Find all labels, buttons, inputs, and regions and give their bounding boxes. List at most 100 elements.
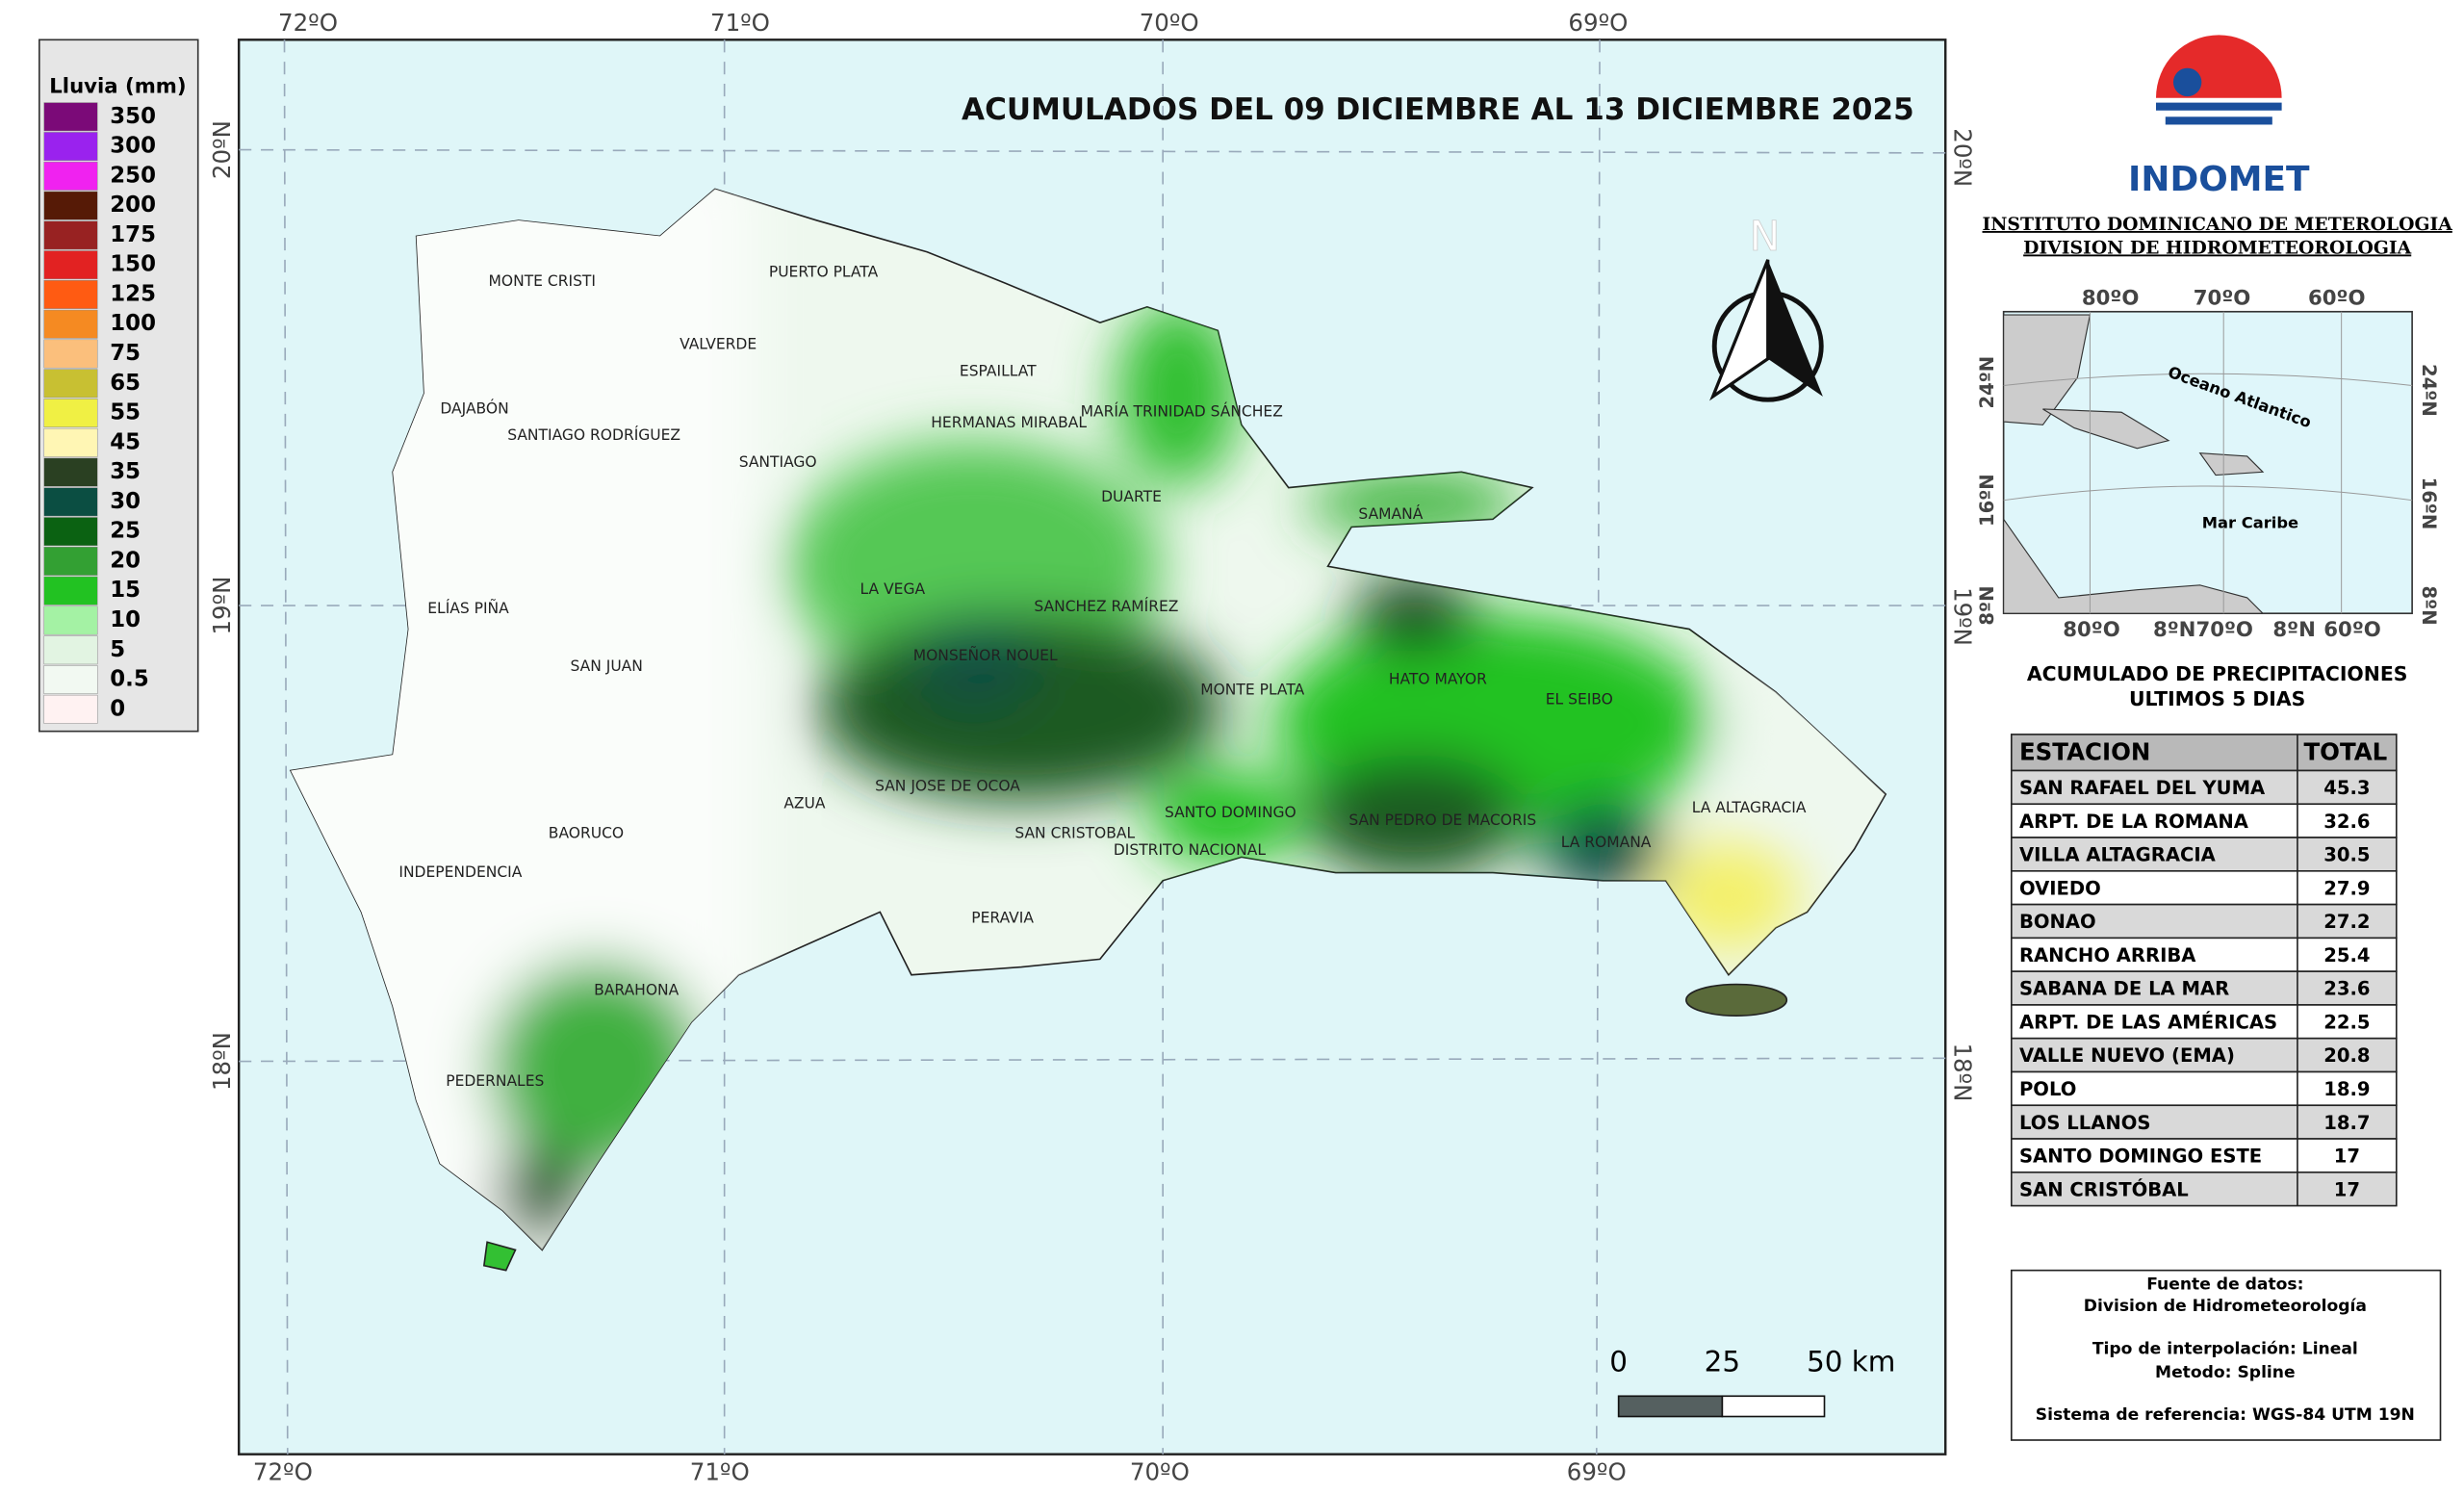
province-label: EL SEIBO: [1546, 691, 1613, 708]
scale-label: 25: [1705, 1345, 1740, 1378]
inset-coord: 16ºN: [2418, 477, 2440, 530]
legend-label: 10: [110, 607, 141, 632]
station-cell: SAN CRISTÓBAL: [2019, 1177, 2189, 1200]
legend-label: 25: [110, 519, 141, 544]
source-line: Sistema de referencia: WGS-84 UTM 19N: [2036, 1405, 2415, 1425]
total-cell: 32.6: [2323, 811, 2370, 833]
legend-label: 350: [110, 104, 156, 129]
province-label: SANCHEZ RAMÍREZ: [1034, 597, 1178, 615]
province-label: DISTRITO NACIONAL: [1114, 841, 1266, 859]
station-cell: LOS LLANOS: [2019, 1112, 2151, 1134]
province-label: MONTE CRISTI: [489, 272, 596, 290]
station-cell: VILLA ALTAGRACIA: [2019, 844, 2217, 866]
table-row: [2010, 1171, 2398, 1207]
province-label: VALVERDE: [680, 336, 757, 353]
legend-swatch: [43, 309, 98, 339]
legend-label: 250: [110, 163, 156, 188]
coord-label: 69ºO: [1568, 9, 1628, 37]
coord-label: 71ºO: [690, 1457, 750, 1485]
inset-coord: 8ºN70ºO: [2153, 618, 2253, 642]
legend-swatch: [43, 132, 98, 162]
coord-label: 18ºN: [1949, 1043, 1977, 1101]
station-cell: OVIEDO: [2019, 877, 2101, 899]
province-label: LA VEGA: [860, 580, 926, 598]
province-label: SAMANÁ: [1358, 504, 1423, 523]
coord-label: 72ºO: [253, 1457, 313, 1485]
total-cell: 17: [2334, 1178, 2360, 1200]
inset-map: Oceano Atlantico Mar Caribe 80ºO 70ºO 60…: [1976, 287, 2440, 642]
table-header: [2010, 734, 2398, 772]
north-label: N: [1750, 214, 1781, 261]
island: [290, 188, 1887, 1272]
legend-swatch: [43, 487, 98, 517]
province-label: PUERTO PLATA: [769, 263, 879, 280]
legend-title: Lluvia (mm): [49, 74, 186, 98]
station-cell: SABANA DE LA MAR: [2019, 978, 2229, 1000]
legend-label: 150: [110, 252, 156, 277]
province-label: HERMANAS MIRABAL: [931, 414, 1087, 431]
scale-label: 50 km: [1807, 1345, 1895, 1378]
legend-swatch: [43, 547, 98, 576]
source-info: Fuente de datos: Division de Hidrometeoro…: [2036, 1275, 2415, 1425]
province-label: DUARTE: [1101, 488, 1162, 505]
province-label: BARAHONA: [594, 982, 679, 999]
legend-swatch: [43, 280, 98, 309]
header-cell: ESTACION: [2019, 738, 2150, 766]
total-cell: 27.2: [2323, 911, 2370, 933]
province-label: SANTO DOMINGO: [1165, 804, 1296, 821]
station-cell: ARPT. DE LA ROMANA: [2019, 811, 2249, 833]
province-label: MONSEÑOR NOUEL: [913, 646, 1058, 664]
inset-coord: 8ºN: [2418, 586, 2440, 626]
legend-swatch: [43, 635, 98, 665]
station-cell: BONAO: [2019, 911, 2096, 933]
scale-bar: 0 25 50 km: [1609, 1345, 1895, 1418]
legend-swatch: [43, 220, 98, 250]
province-label: AZUA: [783, 794, 826, 811]
legend-swatch: [43, 576, 98, 605]
legend-swatch: [43, 457, 98, 487]
station-cell: ARPT. DE LAS AMÉRICAS: [2019, 1011, 2277, 1033]
province-label: ESPAILLAT: [960, 362, 1037, 379]
station-cell: POLO: [2019, 1078, 2076, 1100]
legend-swatch: [43, 665, 98, 694]
legend-label: 175: [110, 222, 156, 247]
table-row: [2010, 769, 2398, 806]
legend-swatch: [43, 161, 98, 191]
coord-label: 69ºO: [1567, 1457, 1627, 1485]
province-label: DAJABÓN: [440, 399, 508, 417]
province-label: INDEPENDENCIA: [398, 863, 522, 881]
legend-label: 0.5: [110, 667, 148, 692]
total-cell: 22.5: [2323, 1011, 2370, 1033]
legend-label: 65: [110, 371, 141, 396]
north-arrow: N: [1709, 214, 1824, 402]
legend-label: 0: [110, 696, 125, 721]
logo: INDOMET INSTITUTO DOMINICANO DE METEROLO…: [1983, 35, 2452, 258]
legend-label: 20: [110, 548, 141, 573]
table-row: [2010, 870, 2398, 906]
source-line: Metodo: Spline: [2155, 1363, 2296, 1382]
logo-name: INDOMET: [2128, 160, 2310, 199]
legend-swatch: [43, 517, 98, 547]
legend-swatch: [43, 399, 98, 427]
legend-label: 15: [110, 578, 141, 603]
table-row: [2010, 837, 2398, 872]
inset-coord: 24ºN: [1976, 356, 1998, 409]
province-label: MONTE PLATA: [1200, 682, 1304, 699]
station-cell: RANCHO ARRIBA: [2019, 944, 2196, 966]
inset-coord: 80ºO: [2082, 287, 2140, 311]
inset-coord: 60ºO: [2323, 618, 2381, 642]
province-label: SANTIAGO RODRÍGUEZ: [507, 425, 680, 444]
table-title: ACUMULADO DE PRECIPITACIONES: [2027, 662, 2408, 685]
total-cell: 17: [2334, 1146, 2360, 1168]
legend-swatch: [43, 694, 98, 724]
province-label: BAORUCO: [549, 824, 624, 841]
province-label: HATO MAYOR: [1389, 670, 1487, 687]
table-row: [2010, 1138, 2398, 1173]
coord-label: 20ºN: [208, 120, 236, 179]
inset-label: Mar Caribe: [2202, 514, 2298, 532]
coord-label: 19ºN: [1949, 587, 1977, 646]
total-cell: 18.9: [2323, 1078, 2370, 1100]
station-cell: SAN RAFAEL DEL YUMA: [2019, 777, 2266, 799]
province-label: SAN JOSE DE OCOA: [875, 777, 1020, 794]
